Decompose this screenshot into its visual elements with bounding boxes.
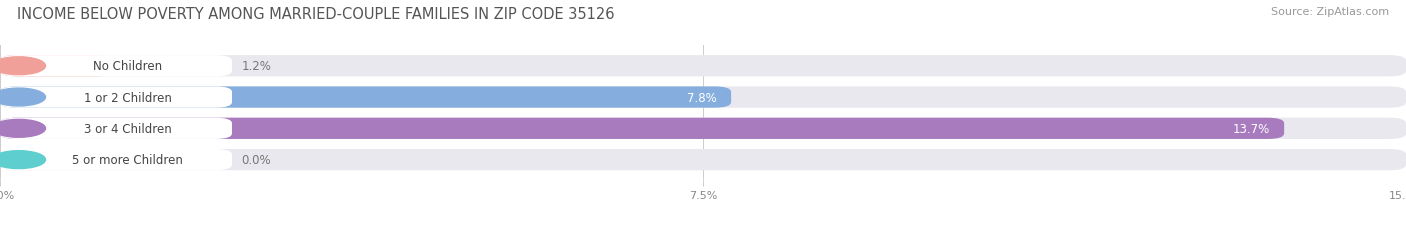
- FancyBboxPatch shape: [0, 56, 1406, 77]
- Text: 5 or more Children: 5 or more Children: [72, 153, 183, 166]
- Text: 1 or 2 Children: 1 or 2 Children: [84, 91, 172, 104]
- Text: 0.0%: 0.0%: [242, 153, 271, 166]
- FancyBboxPatch shape: [0, 149, 1406, 170]
- FancyBboxPatch shape: [0, 118, 1284, 139]
- FancyBboxPatch shape: [0, 118, 232, 139]
- Text: 3 or 4 Children: 3 or 4 Children: [84, 122, 172, 135]
- Circle shape: [0, 89, 45, 106]
- Text: 7.8%: 7.8%: [688, 91, 717, 104]
- FancyBboxPatch shape: [0, 87, 731, 108]
- Circle shape: [0, 120, 45, 138]
- Text: No Children: No Children: [93, 60, 162, 73]
- FancyBboxPatch shape: [0, 149, 232, 170]
- FancyBboxPatch shape: [0, 56, 112, 77]
- FancyBboxPatch shape: [0, 118, 1406, 139]
- Circle shape: [0, 58, 45, 75]
- Circle shape: [0, 151, 45, 169]
- Text: 1.2%: 1.2%: [242, 60, 271, 73]
- FancyBboxPatch shape: [0, 87, 232, 108]
- Text: Source: ZipAtlas.com: Source: ZipAtlas.com: [1271, 7, 1389, 17]
- Text: 13.7%: 13.7%: [1233, 122, 1270, 135]
- FancyBboxPatch shape: [0, 56, 232, 77]
- Text: INCOME BELOW POVERTY AMONG MARRIED-COUPLE FAMILIES IN ZIP CODE 35126: INCOME BELOW POVERTY AMONG MARRIED-COUPL…: [17, 7, 614, 22]
- FancyBboxPatch shape: [0, 87, 1406, 108]
